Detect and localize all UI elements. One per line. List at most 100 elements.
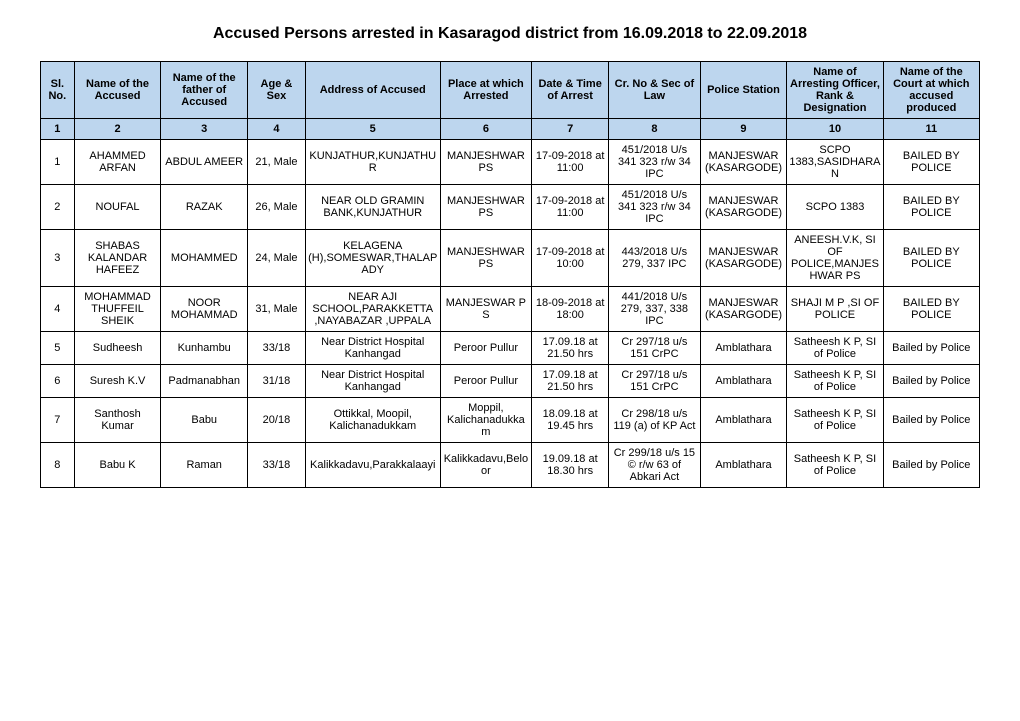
- table-cell: Bailed by Police: [883, 443, 979, 488]
- arrests-table: Sl. No. Name of the Accused Name of the …: [40, 61, 980, 488]
- table-cell: MANJESWAR (KASARGODE): [700, 185, 787, 230]
- table-cell: Bailed by Police: [883, 398, 979, 443]
- table-row: 3SHABAS KALANDAR HAFEEZMOHAMMED24, MaleK…: [41, 230, 980, 287]
- table-row: 5SudheeshKunhambu33/18Near District Hosp…: [41, 332, 980, 365]
- col-number: 4: [248, 119, 306, 140]
- table-cell: Raman: [161, 443, 248, 488]
- table-row: 4MOHAMMAD THUFFEIL SHEIKNOOR MOHAMMAD31,…: [41, 287, 980, 332]
- col-header: Place at which Arrested: [440, 62, 531, 119]
- table-cell: Babu: [161, 398, 248, 443]
- table-cell: Cr 297/18 u/s 151 CrPC: [609, 332, 700, 365]
- col-header: Name of the Court at which accused produ…: [883, 62, 979, 119]
- table-cell: MOHAMMAD THUFFEIL SHEIK: [74, 287, 161, 332]
- col-number: 9: [700, 119, 787, 140]
- table-cell: KELAGENA (H),SOMESWAR,THALAPADY: [305, 230, 440, 287]
- page-title: Accused Persons arrested in Kasaragod di…: [40, 25, 980, 43]
- table-body: 1AHAMMED ARFANABDUL AMEER21, MaleKUNJATH…: [41, 140, 980, 488]
- table-row: 6Suresh K.VPadmanabhan31/18Near District…: [41, 365, 980, 398]
- table-cell: 21, Male: [248, 140, 306, 185]
- table-cell: Cr 299/18 u/s 15 © r/w 63 of Abkari Act: [609, 443, 700, 488]
- table-cell: 6: [41, 365, 75, 398]
- table-cell: Amblathara: [700, 332, 787, 365]
- table-cell: 31, Male: [248, 287, 306, 332]
- table-cell: 18-09-2018 at 18:00: [532, 287, 609, 332]
- header-row: Sl. No. Name of the Accused Name of the …: [41, 62, 980, 119]
- table-cell: Ottikkal, Moopil, Kalichanadukkam: [305, 398, 440, 443]
- table-cell: Bailed by Police: [883, 332, 979, 365]
- table-cell: Sudheesh: [74, 332, 161, 365]
- table-cell: NOUFAL: [74, 185, 161, 230]
- table-cell: Satheesh K P, SI of Police: [787, 332, 883, 365]
- table-cell: Amblathara: [700, 365, 787, 398]
- table-cell: Santhosh Kumar: [74, 398, 161, 443]
- table-cell: 24, Male: [248, 230, 306, 287]
- col-number: 11: [883, 119, 979, 140]
- table-cell: Amblathara: [700, 443, 787, 488]
- table-cell: NEAR OLD GRAMIN BANK,KUNJATHUR: [305, 185, 440, 230]
- table-cell: MANJESWAR P S: [440, 287, 531, 332]
- table-row: 2NOUFALRAZAK26, MaleNEAR OLD GRAMIN BANK…: [41, 185, 980, 230]
- table-cell: SHAJI M P ,SI OF POLICE: [787, 287, 883, 332]
- table-cell: 3: [41, 230, 75, 287]
- table-cell: Satheesh K P, SI of Police: [787, 398, 883, 443]
- table-cell: 451/2018 U/s 341 323 r/w 34 IPC: [609, 140, 700, 185]
- table-row: 7Santhosh KumarBabu20/18Ottikkal, Moopil…: [41, 398, 980, 443]
- table-row: 1AHAMMED ARFANABDUL AMEER21, MaleKUNJATH…: [41, 140, 980, 185]
- table-cell: Kunhambu: [161, 332, 248, 365]
- col-header: Name of the father of Accused: [161, 62, 248, 119]
- table-cell: SCPO 1383,SASIDHARAN: [787, 140, 883, 185]
- col-number: 7: [532, 119, 609, 140]
- table-cell: 33/18: [248, 443, 306, 488]
- table-cell: 26, Male: [248, 185, 306, 230]
- col-header: Name of Arresting Officer, Rank & Design…: [787, 62, 883, 119]
- table-cell: Bailed by Police: [883, 365, 979, 398]
- table-cell: Peroor Pullur: [440, 332, 531, 365]
- table-cell: 1: [41, 140, 75, 185]
- table-cell: AHAMMED ARFAN: [74, 140, 161, 185]
- table-cell: BAILED BY POLICE: [883, 287, 979, 332]
- col-number: 2: [74, 119, 161, 140]
- col-header: Date & Time of Arrest: [532, 62, 609, 119]
- table-cell: Peroor Pullur: [440, 365, 531, 398]
- table-cell: 8: [41, 443, 75, 488]
- col-header: Police Station: [700, 62, 787, 119]
- col-header: Name of the Accused: [74, 62, 161, 119]
- col-number: 1: [41, 119, 75, 140]
- col-header: Age & Sex: [248, 62, 306, 119]
- table-cell: BAILED BY POLICE: [883, 185, 979, 230]
- table-cell: 17.09.18 at 21.50 hrs: [532, 365, 609, 398]
- table-cell: NOOR MOHAMMAD: [161, 287, 248, 332]
- table-cell: Suresh K.V: [74, 365, 161, 398]
- table-cell: MANJESWAR (KASARGODE): [700, 140, 787, 185]
- col-header: Sl. No.: [41, 62, 75, 119]
- table-cell: 18.09.18 at 19.45 hrs: [532, 398, 609, 443]
- table-cell: 7: [41, 398, 75, 443]
- table-cell: Near District Hospital Kanhangad: [305, 365, 440, 398]
- table-cell: Satheesh K P, SI of Police: [787, 443, 883, 488]
- table-cell: Moppil, Kalichanadukkam: [440, 398, 531, 443]
- table-cell: 441/2018 U/s 279, 337, 338 IPC: [609, 287, 700, 332]
- col-number: 10: [787, 119, 883, 140]
- table-cell: 4: [41, 287, 75, 332]
- table-cell: 5: [41, 332, 75, 365]
- table-cell: MANJESHWAR PS: [440, 230, 531, 287]
- col-number: 8: [609, 119, 700, 140]
- table-cell: ABDUL AMEER: [161, 140, 248, 185]
- table-cell: 17.09.18 at 21.50 hrs: [532, 332, 609, 365]
- table-cell: RAZAK: [161, 185, 248, 230]
- col-number: 3: [161, 119, 248, 140]
- table-cell: 31/18: [248, 365, 306, 398]
- table-cell: Babu K: [74, 443, 161, 488]
- table-cell: SCPO 1383: [787, 185, 883, 230]
- table-cell: Kalikkadavu,Parakkalaayi: [305, 443, 440, 488]
- col-number: 5: [305, 119, 440, 140]
- table-cell: Near District Hospital Kanhangad: [305, 332, 440, 365]
- table-cell: MOHAMMED: [161, 230, 248, 287]
- table-cell: 451/2018 U/s 341 323 r/w 34 IPC: [609, 185, 700, 230]
- table-cell: MANJESHWAR PS: [440, 140, 531, 185]
- table-cell: MANJESWAR (KASARGODE): [700, 230, 787, 287]
- table-cell: Amblathara: [700, 398, 787, 443]
- table-cell: 17-09-2018 at 11:00: [532, 185, 609, 230]
- table-cell: ANEESH.V.K, SI OF POLICE,MANJESHWAR PS: [787, 230, 883, 287]
- table-cell: KUNJATHUR,KUNJATHUR: [305, 140, 440, 185]
